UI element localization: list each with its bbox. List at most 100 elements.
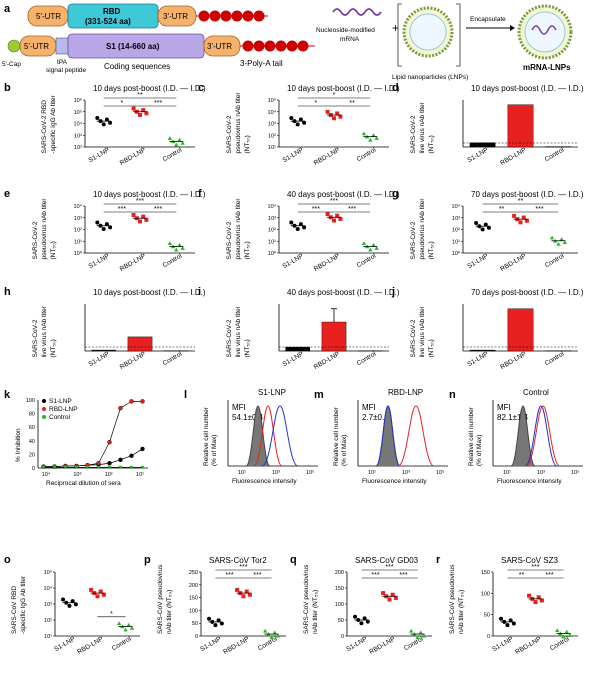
coding-text: Coding sequences [104,62,170,71]
y-tick-label-o: 10⁴ [44,585,53,592]
data-point-k [129,453,134,458]
data-point-p [244,589,249,594]
arrow-head-icon [510,25,515,31]
group-label-j: RBD-LNP [499,351,527,371]
panel-label-m: m [314,389,324,401]
y-tick-label-q: 150 [335,586,344,592]
data-point-o [70,599,75,604]
legend-label-k: S1-LNP [49,398,72,405]
bracket-left [397,3,402,67]
bar-d [469,142,496,148]
x-tick-label-k: 10¹ [136,472,144,478]
y-axis-label-b: SARS-CoV-2 RBD [41,100,48,154]
histogram-s1-n [524,405,558,467]
data-point-q [415,635,420,640]
x-tick-label-k: 10³ [73,472,81,478]
data-point-q [390,592,395,597]
data-point-k [118,465,123,470]
panel-title-n: Control [523,388,549,397]
data-point-c [374,136,379,141]
group-label-b: RBD-LNP [119,147,147,167]
y-axis-label-i: SARS-CoV-2 [226,319,233,357]
y-tick-label-k: 40 [29,439,35,445]
data-point-b [141,108,146,113]
data-point-f [295,226,300,231]
group-label-f: S1-LNP [281,253,304,270]
data-point-c [325,109,330,114]
y-tick-label-b: 10⁵ [74,109,82,116]
data-point-r [505,623,510,628]
data-point-k [129,465,134,470]
data-point-o [89,587,94,592]
panel-f: f 40 days post-boost (I.D. — I.D.) SARS-Co… [198,188,400,273]
group-label-e: Control [162,252,184,269]
data-point-p [262,628,268,633]
group-label-i: RBD-LNP [313,351,341,371]
data-point-p [269,635,274,640]
data-point-p [241,594,246,599]
y-tick-label-r: 150 [481,570,490,576]
data-point-q [387,597,392,602]
panel-o: o SARS-CoV RBD -specific IgG Ab titer 10⁵ 10… [4,554,140,656]
data-point-b [174,142,179,147]
data-point-k [107,461,112,466]
bar-h [91,349,116,352]
panel-c: c 10 days post-boost (I.D. — I.D.) SARS-Co… [198,82,400,167]
sig-label-f: *** [330,198,338,205]
x-axis-label-m: Fluorescence intensity [362,478,427,485]
x-axis-label-l: Fluorescence intensity [232,478,297,485]
y-axis-label-r: SARS-CoV pseudovirus [449,564,456,634]
data-point-c [335,111,340,116]
data-point-b [131,106,136,111]
data-point-o [95,594,100,599]
group-label-q: RBD-LNP [368,636,396,656]
y-axis-label-i: live virus nAb titer [235,305,242,357]
data-point-b [104,117,109,122]
histogram-control-m [375,405,401,467]
panel-label-n: n [449,389,456,401]
data-point-c [368,137,373,142]
y-tick-label-k: 0 [32,466,35,472]
sig-label-r: *** [545,572,553,579]
group-label-r: S1-LNP [491,636,514,653]
rbd-text: RBD [103,7,121,16]
y-tick-label-f: 10⁴ [268,203,277,210]
panel-g: g 70 days post-boost (I.D. — I.D.) SARS-Co… [392,188,584,273]
data-point-e [141,214,146,219]
y-tick-label-e: 10⁴ [74,203,83,210]
y-axis-label-f: (NT₅₀) [244,241,251,259]
panel-label-g: g [392,188,399,200]
sig-label-q: *** [385,564,393,571]
panel-label-c: c [198,82,204,94]
y-tick-label-c: 10³ [268,122,276,128]
y-tick-label-e: 10⁰ [74,250,83,257]
panel-d: d 10 days post-boost (I.D. — I.D.) SARS-Co… [392,82,584,167]
sig-label-q: *** [399,572,407,579]
data-point-q [365,619,370,624]
panel-label-o: o [4,554,11,566]
group-label-c: S1-LNP [281,147,304,164]
data-point-p [207,616,212,621]
panel-e: e 10 days post-boost (I.D. — I.D.) SARS-Co… [4,188,206,273]
y-axis-label-c: pseudovirus nAb titer [235,92,242,154]
data-point-g [480,227,485,232]
panel-title-j: 70 days post-boost (I.D. — I.D.) [471,288,584,297]
group-label-j: S1-LNP [466,351,489,368]
group-label-e: S1-LNP [87,253,110,270]
panel-k: k 100 80 60 40 20 0 10⁴ 10³ 10² 10¹ % Inhibition Rec… [4,389,148,487]
data-point-r [567,633,573,637]
y-axis-label-j: live virus nAb titer [419,305,426,357]
panel-b: b 10 days post-boost (I.D. — I.D.) SARS-Co… [4,82,206,167]
y-axis-label-k: % Inhibition [15,428,22,462]
data-point-o [101,592,106,597]
panel-title-c: 10 days post-boost (I.D. — I.D.) [287,84,400,93]
sig-label-p: *** [239,564,247,571]
y-tick-label-b: 10⁶ [74,97,82,104]
data-point-b [108,120,113,125]
data-point-g [512,213,517,218]
data-point-k [41,465,46,470]
x-tick-label-n: 10¹ [503,470,511,476]
data-point-k [96,465,101,470]
data-point-k [52,465,57,470]
group-label-r: Control [549,635,571,652]
